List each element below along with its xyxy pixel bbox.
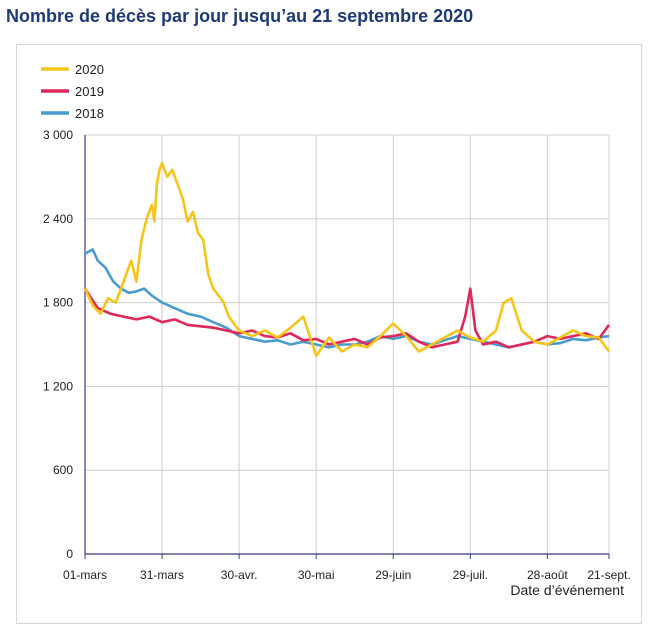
series-line-2020 bbox=[83, 161, 611, 357]
y-tick-label: 0 bbox=[66, 547, 73, 561]
chart-panel: 0 600 1 200 1 800 2 400 3 000 01-mars 31-mars 30… bbox=[16, 44, 642, 624]
x-tick-label: 21-sept. bbox=[587, 568, 630, 582]
x-tick-label: 30-mai bbox=[298, 568, 335, 582]
axes: 0 600 1 200 1 800 2 400 3 000 01-mars 31-mars 30… bbox=[43, 128, 631, 582]
legend-label-2019: 2019 bbox=[75, 84, 104, 99]
x-tick-label: 29-juin bbox=[375, 568, 411, 582]
y-tick-label: 600 bbox=[53, 463, 73, 477]
series-line-2019 bbox=[83, 287, 611, 349]
y-tick-label: 1 200 bbox=[43, 379, 73, 393]
page-title: Nombre de décès par jour jusqu’au 21 sep… bbox=[6, 6, 474, 26]
deaths-line-chart: 0 600 1 200 1 800 2 400 3 000 01-mars 31-mars 30… bbox=[41, 62, 631, 598]
x-tick-label: 29-juil. bbox=[453, 568, 488, 582]
y-tick-label: 3 000 bbox=[43, 128, 73, 142]
x-tick-label: 28-août bbox=[527, 568, 568, 582]
x-tick-label: 30-avr. bbox=[221, 568, 258, 582]
x-tick-label: 31-mars bbox=[140, 568, 184, 582]
y-tick-label: 1 800 bbox=[43, 296, 73, 310]
y-tick-label: 2 400 bbox=[43, 212, 73, 226]
legend-label-2018: 2018 bbox=[75, 106, 104, 121]
legend: 2020 2019 2018 bbox=[41, 62, 104, 121]
legend-label-2020: 2020 bbox=[75, 62, 104, 77]
x-tick-label: 01-mars bbox=[63, 568, 107, 582]
series-lines bbox=[83, 161, 611, 357]
x-axis-label: Date d’événement bbox=[510, 582, 624, 598]
series-line-2018 bbox=[84, 248, 610, 349]
